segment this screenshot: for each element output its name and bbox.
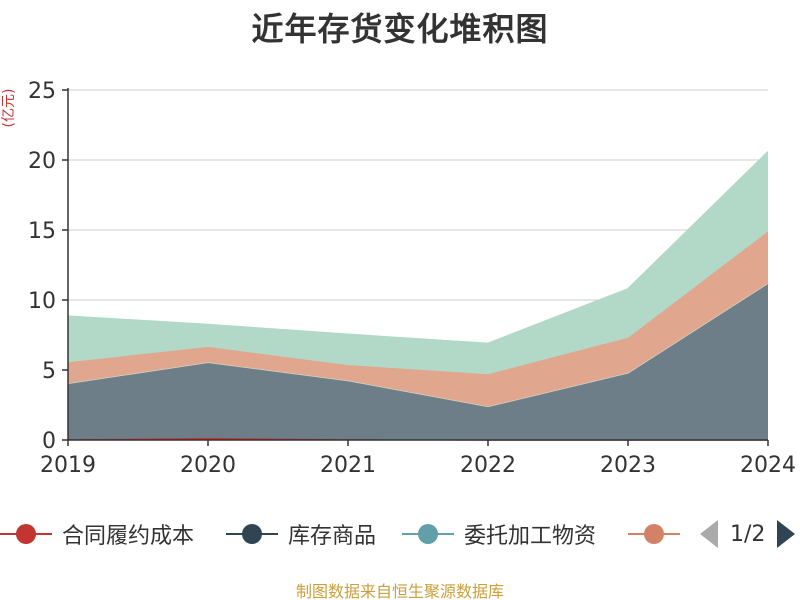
legend-marker-icon xyxy=(226,514,278,554)
legend-dot xyxy=(644,524,664,544)
legend-item-3[interactable] xyxy=(628,514,690,554)
legend-item-2[interactable]: 委托加工物资 xyxy=(402,514,596,554)
x-tick-label: 2021 xyxy=(320,453,376,478)
y-tick-label: 25 xyxy=(28,79,56,104)
legend-item-1[interactable]: 库存商品 xyxy=(226,514,376,554)
legend-dot xyxy=(16,524,36,544)
legend-dot xyxy=(242,524,262,544)
legend-dot xyxy=(418,524,438,544)
legend-marker-icon xyxy=(628,514,680,554)
x-tick-label: 2019 xyxy=(40,453,96,478)
y-tick-label: 5 xyxy=(42,359,56,384)
y-tick-label: 15 xyxy=(28,219,56,244)
x-tick-label: 2024 xyxy=(740,453,796,478)
y-tick-label: 0 xyxy=(42,429,56,454)
pager-text: 1/2 xyxy=(730,521,766,547)
pager-prev-icon[interactable] xyxy=(700,520,718,548)
area-line-4 xyxy=(67,151,769,345)
x-tick-label: 2022 xyxy=(460,453,516,478)
area-series-1 xyxy=(68,283,768,440)
legend-item-0[interactable]: 合同履约成本 xyxy=(0,514,194,554)
area-series-4 xyxy=(68,151,768,375)
chart-title: 近年存货变化堆积图 xyxy=(251,10,549,48)
legend-label: 库存商品 xyxy=(288,524,377,549)
area-series-3 xyxy=(68,231,768,407)
legend-marker-icon xyxy=(402,514,454,554)
legend-label: 合同履约成本 xyxy=(62,524,195,549)
legend-label: 委托加工物资 xyxy=(464,524,597,549)
x-tick-label: 2020 xyxy=(180,453,236,478)
legend-marker-icon xyxy=(0,514,52,554)
legend: 合同履约成本 库存商品 委托加工物资 1/2 xyxy=(0,514,800,554)
y-tick-label: 20 xyxy=(28,149,56,174)
data-source-note: 制图数据来自恒生聚源数据库 xyxy=(295,582,504,600)
y-tick-label: 10 xyxy=(28,289,56,314)
pager-next-icon[interactable] xyxy=(777,520,796,548)
x-tick-label: 2023 xyxy=(600,453,656,478)
legend-pager: 1/2 xyxy=(700,514,796,554)
